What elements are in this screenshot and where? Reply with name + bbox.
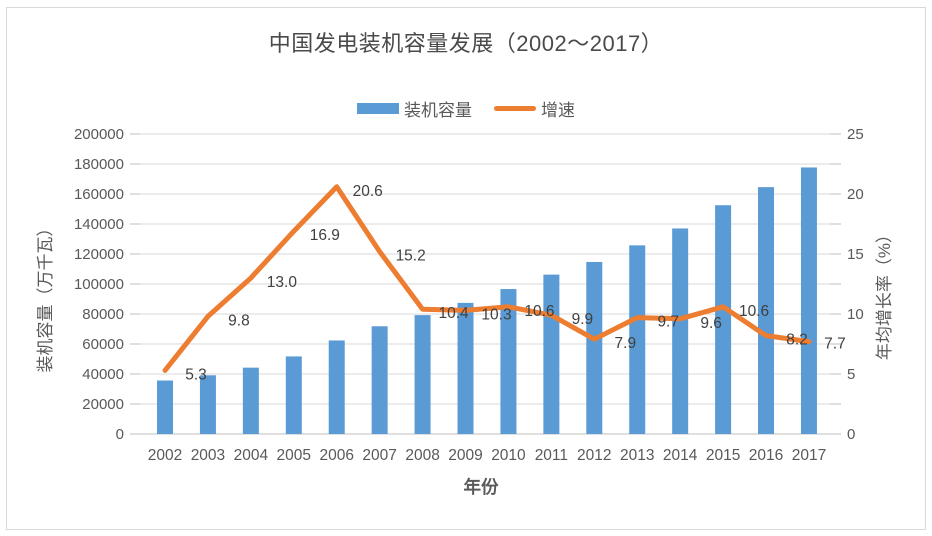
bar-2003 [199, 375, 216, 434]
bar-2005 [285, 356, 302, 434]
data-label-2003: 9.8 [228, 312, 250, 329]
bar-2016 [758, 187, 775, 434]
right-axis-tick-label: 0 [847, 426, 855, 443]
x-axis-tick-label: 2008 [405, 447, 439, 464]
bar-2012 [586, 261, 603, 434]
legend: 装机容量 增速 [0, 96, 932, 121]
bar-2009 [457, 302, 474, 434]
x-axis-tick-label: 2003 [191, 447, 225, 464]
x-axis-tick-label: 2016 [749, 447, 783, 464]
right-axis-tick-label: 15 [847, 246, 864, 263]
x-axis-tick-label: 2014 [663, 447, 698, 464]
bar-2006 [328, 340, 345, 434]
bar-2010 [500, 289, 517, 434]
x-axis-tick-label: 2009 [448, 447, 482, 464]
left-axis-title: 装机容量（万千瓦） [36, 220, 55, 373]
data-label-2011: 9.9 [572, 311, 594, 328]
left-axis-tick-label: 120000 [74, 246, 124, 263]
legend-item-capacity: 装机容量 [357, 96, 472, 121]
chart-title: 中国发电装机容量发展（2002～2017） [268, 31, 664, 56]
bar-2004 [242, 367, 259, 434]
left-axis-tick-label: 80000 [82, 306, 124, 323]
bar-2002 [157, 380, 173, 434]
bar-2013 [629, 245, 646, 434]
bar-2008 [414, 315, 431, 434]
x-axis-tick-label: 2015 [706, 447, 740, 464]
x-axis-tick-label: 2002 [148, 447, 182, 464]
x-axis-tick-label: 2007 [362, 447, 396, 464]
line-series-swatch [494, 106, 536, 111]
data-label-2008: 10.4 [438, 305, 469, 322]
left-axis-tick-label: 0 [116, 426, 124, 443]
data-label-2016: 8.2 [786, 332, 808, 349]
left-axis-tick-label: 40000 [82, 366, 124, 383]
data-label-2015: 10.6 [739, 303, 769, 320]
left-axis-tick-label: 160000 [74, 186, 124, 203]
data-label-2004: 13.0 [267, 274, 298, 291]
data-label-2006: 20.6 [353, 183, 383, 200]
data-label-2014: 9.6 [700, 315, 722, 332]
left-axis-tick-label: 200000 [74, 126, 124, 143]
legend-label-capacity: 装机容量 [404, 101, 472, 120]
growth-line [162, 184, 812, 373]
x-axis-tick-label: 2005 [277, 447, 311, 464]
bar-2011 [543, 274, 560, 434]
left-axis-tick-label: 100000 [74, 276, 124, 293]
left-axis-tick-label: 140000 [74, 216, 124, 233]
right-axis-tick-label: 5 [847, 366, 855, 383]
x-axis-tick-label: 2006 [319, 447, 353, 464]
x-axis-tick-label: 2011 [535, 447, 568, 464]
data-label-2012: 7.9 [615, 335, 637, 352]
x-axis-title: 年份 [464, 477, 499, 497]
x-axis-tick-label: 2013 [620, 447, 654, 464]
data-label-2007: 15.2 [396, 248, 426, 265]
data-label-2009: 10.3 [481, 306, 511, 323]
bar-2007 [371, 326, 388, 434]
x-axis-tick-label: 2017 [792, 447, 826, 464]
left-axis-tick-label: 20000 [82, 396, 124, 413]
data-label-2010: 10.6 [524, 303, 554, 320]
x-axis-tick-label: 2010 [491, 447, 526, 464]
data-label-2002: 5.3 [185, 366, 207, 383]
data-label-2017: 7.7 [824, 336, 846, 353]
data-label-2005: 16.9 [310, 227, 340, 244]
bar-2015 [715, 205, 732, 434]
left-axis-tick-label: 180000 [74, 156, 124, 173]
bar-2017 [800, 167, 817, 434]
chart-border [6, 7, 926, 530]
left-axis-tick-label: 60000 [82, 336, 124, 353]
legend-label-growth: 增速 [541, 101, 575, 120]
right-axis-tick-label: 25 [847, 126, 864, 143]
legend-item-growth: 增速 [494, 96, 575, 121]
x-axis-tick-label: 2004 [234, 447, 269, 464]
right-axis-title: 年均增长率（%） [875, 226, 894, 360]
right-axis-tick-label: 20 [847, 186, 864, 203]
data-label-2013: 9.7 [657, 314, 679, 331]
bar-2014 [672, 228, 689, 434]
bar-series-swatch [357, 103, 399, 114]
x-axis-tick-label: 2012 [577, 447, 611, 464]
right-axis-tick-label: 10 [847, 306, 864, 323]
